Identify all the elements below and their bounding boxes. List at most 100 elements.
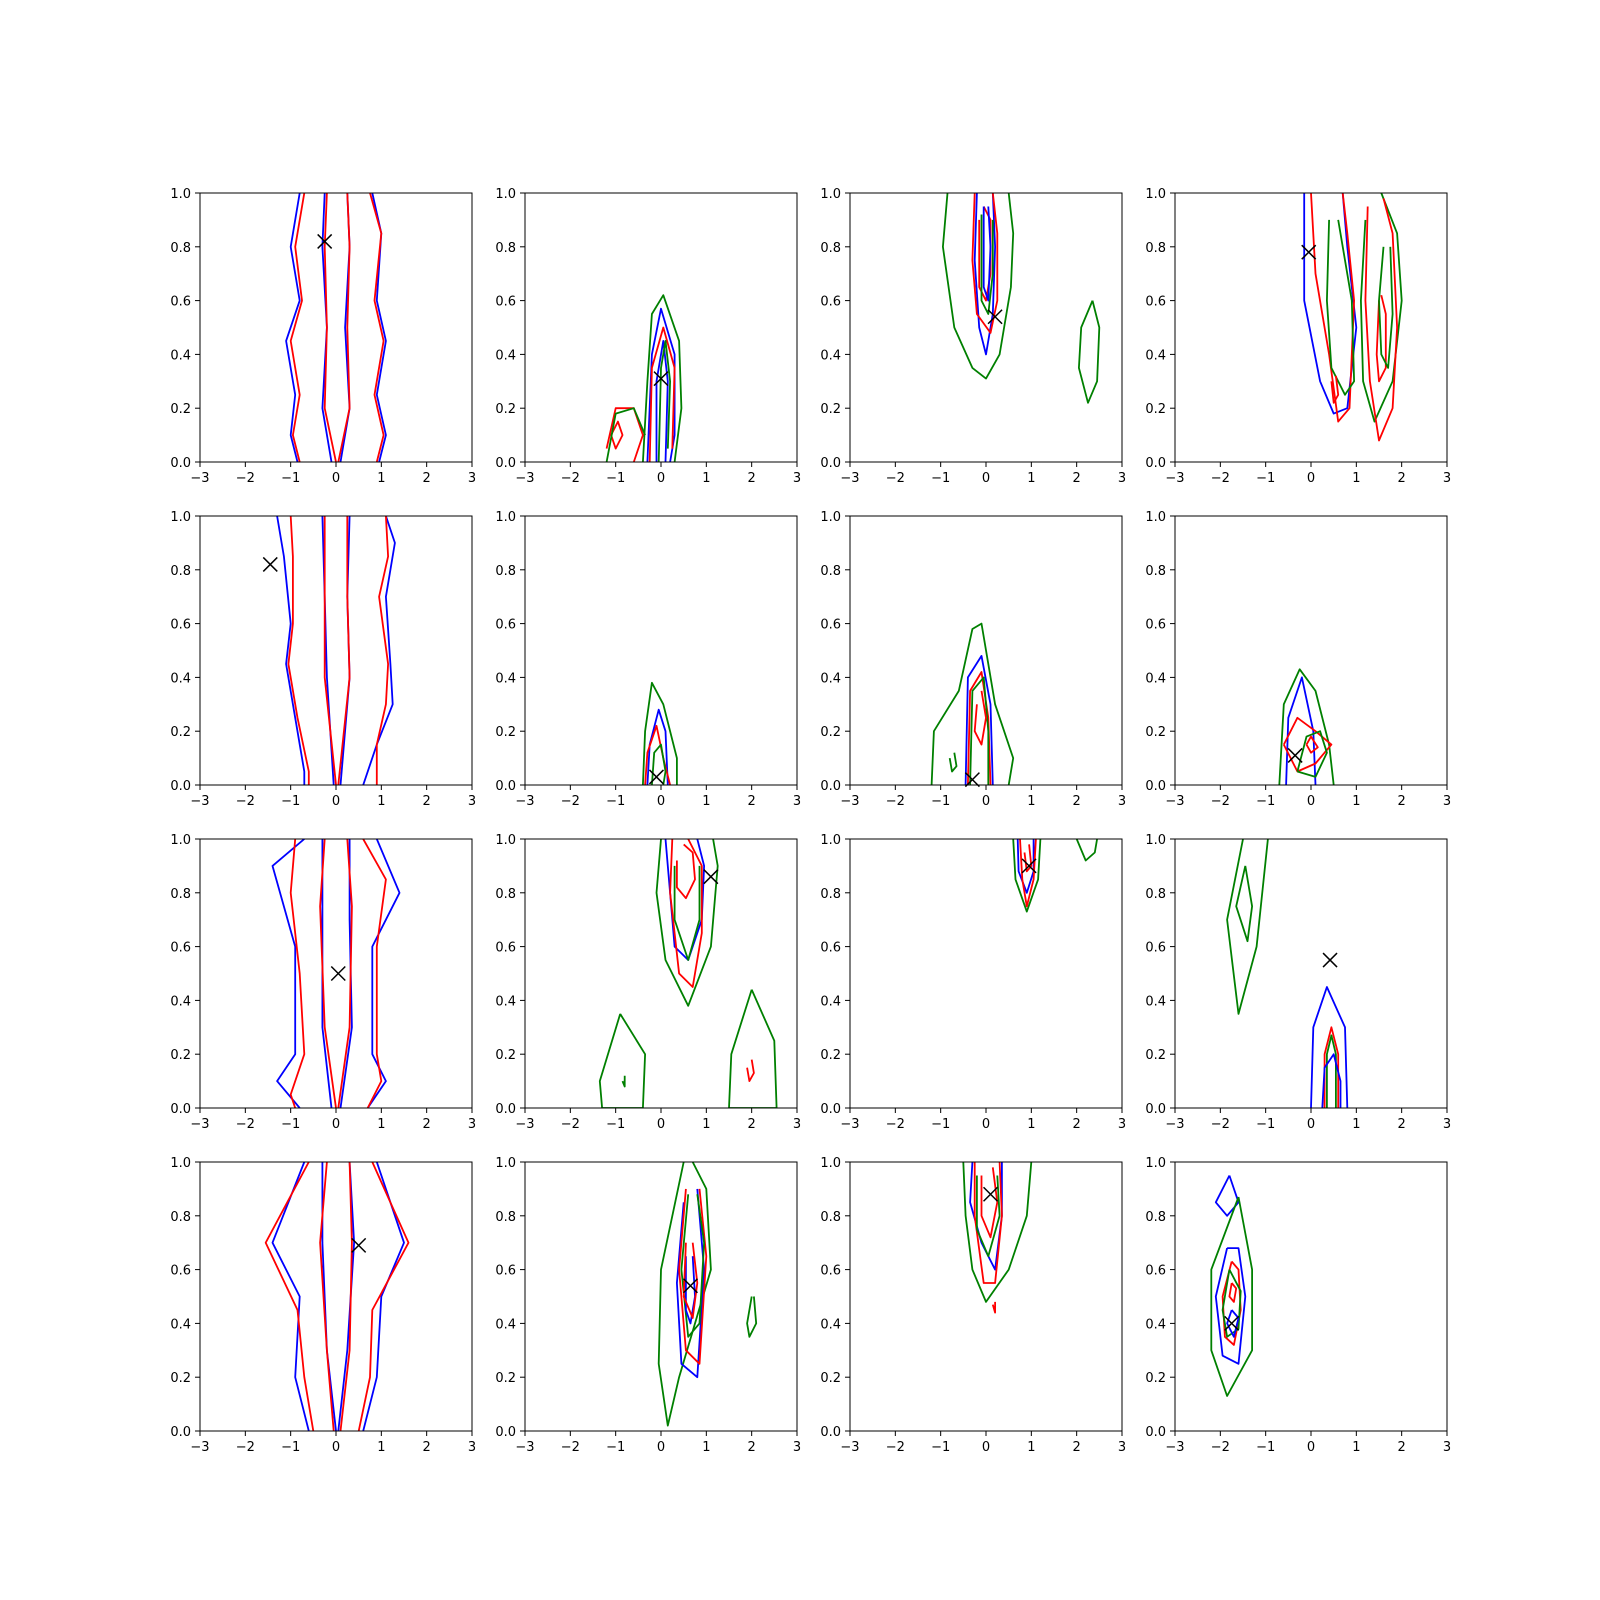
contour-line [982,206,992,302]
x-tick-label: 3 [468,1440,476,1455]
contour-line [655,340,669,462]
x-tick-label: 3 [793,471,801,486]
axes-frame [1174,192,1448,463]
contour-line [930,622,1015,785]
x-tick-label: 0 [332,1440,340,1455]
contour-line [980,214,994,315]
contour-line [971,193,999,334]
y-tick-label: 0.2 [170,725,191,740]
contour-group [271,839,401,1108]
contour-line [728,989,778,1108]
contour-line [685,1256,696,1325]
y-tick-label: 0.6 [495,1264,516,1279]
contour-line [362,839,387,1108]
x-tick-label: −3 [1165,794,1184,809]
x-tick-label: 0 [1307,1117,1315,1132]
x-tick-label: 3 [1118,794,1126,809]
x-tick-label: 3 [1443,794,1451,809]
contour-line [648,326,676,462]
x-tick-label: −1 [1256,794,1275,809]
subplot-8: −3 −2 −1 0 1 2 3 0.0 0.2 0.4 0.6 0.8 1.0 [1145,510,1451,809]
axes-frame [199,192,473,463]
contour-line [1285,676,1317,785]
contour-line [657,340,671,462]
y-tick-label: 0.4 [495,348,516,363]
contour-line [676,843,696,900]
x-tick-label: 3 [468,1117,476,1132]
x-tick-label: 2 [423,794,431,809]
y-tick-label: 0.0 [170,1102,191,1117]
y-tick-label: 0.6 [170,618,191,633]
y-tick-label: 0.0 [1145,779,1166,794]
contour-line [605,407,646,462]
x-tick-label: −1 [281,1440,300,1455]
axes-frame [1174,838,1448,1109]
x-tick-label: −1 [1256,1117,1275,1132]
x-tick-label: 1 [702,1117,710,1132]
x-tick-label: 0 [332,1117,340,1132]
x-tick-label: −2 [886,1117,905,1132]
x-tick-label: 2 [423,471,431,486]
x-tick-label: 1 [1027,794,1035,809]
contour-line [375,516,389,785]
contour-line [1221,1269,1242,1338]
y-tick-label: 0.0 [495,456,516,471]
y-tick-label: 0.8 [495,1210,516,1225]
x-tick-label: −2 [1211,1440,1230,1455]
y-tick-label: 0.2 [1145,402,1166,417]
y-tick-label: 1.0 [170,187,191,202]
contour-line [1214,1175,1240,1217]
x-tick-label: 2 [1398,471,1406,486]
x-marker [682,1278,698,1294]
contour-line [371,193,387,462]
x-tick-label: −1 [1256,471,1275,486]
y-tick-label: 0.2 [495,402,516,417]
y-tick-label: 0.0 [495,1102,516,1117]
contour-line [1326,219,1355,396]
y-tick-label: 0.2 [1145,1048,1166,1063]
x-tick-label: 0 [657,1117,665,1132]
y-tick-label: 0.6 [1145,941,1166,956]
y-tick-label: 0.8 [820,1210,841,1225]
x-tick-label: 2 [1073,1440,1081,1455]
contour-group [1278,668,1335,785]
x-tick-label: 1 [1352,471,1360,486]
subplot-5: −3 −2 −1 0 1 2 3 0.0 0.2 0.4 0.6 0.8 1.0 [170,510,476,809]
contour-line [321,1162,337,1431]
y-tick-label: 0.2 [170,1371,191,1386]
contour-group [598,839,778,1108]
x-tick-label: 2 [423,1117,431,1132]
x-tick-label: −1 [606,1117,625,1132]
x-tick-label: 2 [1073,1117,1081,1132]
subplot-14: −3 −2 −1 0 1 2 3 0.0 0.2 0.4 0.6 0.8 1.0 [495,1156,801,1455]
contour-line [973,1162,1003,1284]
contour-line [1078,300,1101,404]
y-tick-label: 1.0 [495,833,516,848]
contour-line [289,193,306,462]
x-tick-label: −3 [1165,471,1184,486]
contour-line [319,839,337,1108]
x-tick-label: −3 [840,471,859,486]
contour-line [357,1162,410,1431]
contour-line [598,1013,646,1108]
contour-group [930,622,1015,785]
contour-line [678,1188,708,1365]
contour-line [271,839,305,1108]
x-tick-label: 1 [377,1440,385,1455]
x-tick-label: −2 [886,1440,905,1455]
x-tick-label: −2 [236,1440,255,1455]
contour-line [323,516,337,785]
contour-line [1364,198,1398,442]
y-tick-label: 0.6 [495,295,516,310]
contour-line [682,1242,699,1319]
y-tick-label: 0.2 [820,1371,841,1386]
y-tick-label: 0.6 [170,1264,191,1279]
x-tick-label: −1 [606,1440,625,1455]
x-tick-label: −3 [515,794,534,809]
x-tick-label: −3 [515,1117,534,1132]
subplot-12: −3 −2 −1 0 1 2 3 0.0 0.2 0.4 0.6 0.8 1.0 [1145,833,1451,1132]
x-tick-label: 0 [332,794,340,809]
contour-line [1278,668,1335,785]
x-tick-label: 0 [1307,1440,1315,1455]
